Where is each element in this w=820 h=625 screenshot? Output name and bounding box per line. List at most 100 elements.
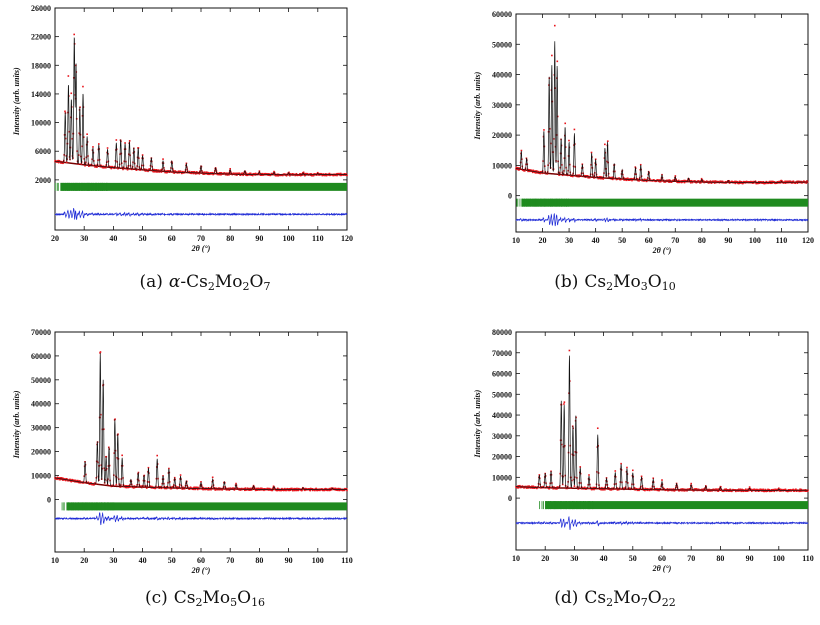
observed-point [765,490,768,493]
observed-point [95,164,98,167]
observed-point [233,487,235,489]
x-axis: 10 20 30 40 50 60 70 80 90 100 110 2θ (°) [51,332,353,575]
observed-point [536,170,538,172]
observed-point [602,488,604,491]
observed-point [792,180,795,183]
observed-point [294,173,296,176]
observed-point [188,170,191,173]
observed-point [736,180,739,183]
observed-point [626,177,629,180]
observed-point [238,487,241,490]
observed-point [721,181,723,184]
observed-point [260,488,262,491]
observed-point [249,174,252,176]
observed-point [776,180,779,183]
observed-point [795,488,797,491]
observed-point [593,488,595,491]
observed-point [693,488,695,490]
observed-point [734,180,736,183]
observed-point [192,488,195,491]
observed-point [322,489,324,492]
observed-point [224,173,227,176]
observed-point [68,479,70,482]
observed-point [283,173,285,175]
y-tick-label: 26000 [31,4,51,13]
observed-point [79,480,81,483]
y-tick-label: 30000 [492,432,512,441]
observed-points [515,24,809,185]
calculated-curve [516,355,808,491]
observed-point [244,487,247,489]
observed-point [794,182,797,185]
observed-point [732,181,735,183]
observed-point [220,173,222,176]
observed-point [219,171,221,174]
observed-point [775,488,778,491]
x-tick-label: 40 [592,236,600,245]
observed-point [788,180,790,183]
observed-point [226,489,228,491]
observed-point [543,129,545,131]
observed-point [144,168,147,171]
observed-point [584,175,586,177]
observed-point [680,181,683,184]
x-axis-label: 2θ (°) [191,566,211,575]
observed-point [670,488,672,491]
observed-point [632,469,634,472]
observed-point [667,180,670,183]
observed-point [657,488,659,490]
chart-c: 10 20 30 40 50 60 70 80 90 100 110 2θ (°) 0 10000 2000… [12,328,353,575]
observed-point [710,489,712,492]
observed-point [211,476,214,479]
observed-point [527,169,530,171]
observed-point [190,172,193,175]
observed-point [519,485,521,488]
observed-point [673,490,676,492]
observed-point [280,489,282,492]
observed-point [741,490,744,492]
observed-point [542,485,545,488]
observed-point [601,486,603,489]
observed-point [289,488,291,490]
observed-point [152,170,154,173]
x-tick-label: 70 [197,234,205,243]
observed-point [587,176,590,179]
observed-point [309,174,312,176]
observed-point [729,488,732,491]
observed-point [202,488,204,491]
observed-point [625,178,627,180]
observed-point [529,486,531,489]
observed-point [269,487,271,490]
panel-b: 10 20 30 40 50 60 70 80 90 100 110 120 2θ (°) 0 10000 2… [410,0,820,312]
observed-point [610,176,612,179]
observed-point [564,122,567,125]
observed-point [684,488,686,491]
observed-point [322,173,324,175]
observed-point [159,169,162,171]
observed-point [124,142,126,144]
observed-point [592,487,595,489]
observed-point [617,488,620,491]
observed-point [328,487,331,490]
y-tick-label: 50000 [492,390,512,399]
observed-point [241,172,244,174]
observed-point [198,488,201,490]
observed-point [286,488,289,490]
observed-point [125,485,128,487]
observed-point [581,487,583,490]
bragg-reflections [61,502,348,511]
observed-point [179,474,182,476]
observed-point [682,488,685,491]
observed-point [287,489,289,492]
observed-point [119,486,122,488]
observed-point [276,173,279,176]
observed-point [158,487,161,489]
x-tick-label: 30 [570,554,578,563]
x-tick-label: 40 [600,554,608,563]
observed-point [84,164,86,167]
observed-point [110,165,112,168]
observed-point [768,180,771,183]
observed-point [304,174,307,176]
observed-point [739,180,741,183]
observed-point [710,182,713,184]
